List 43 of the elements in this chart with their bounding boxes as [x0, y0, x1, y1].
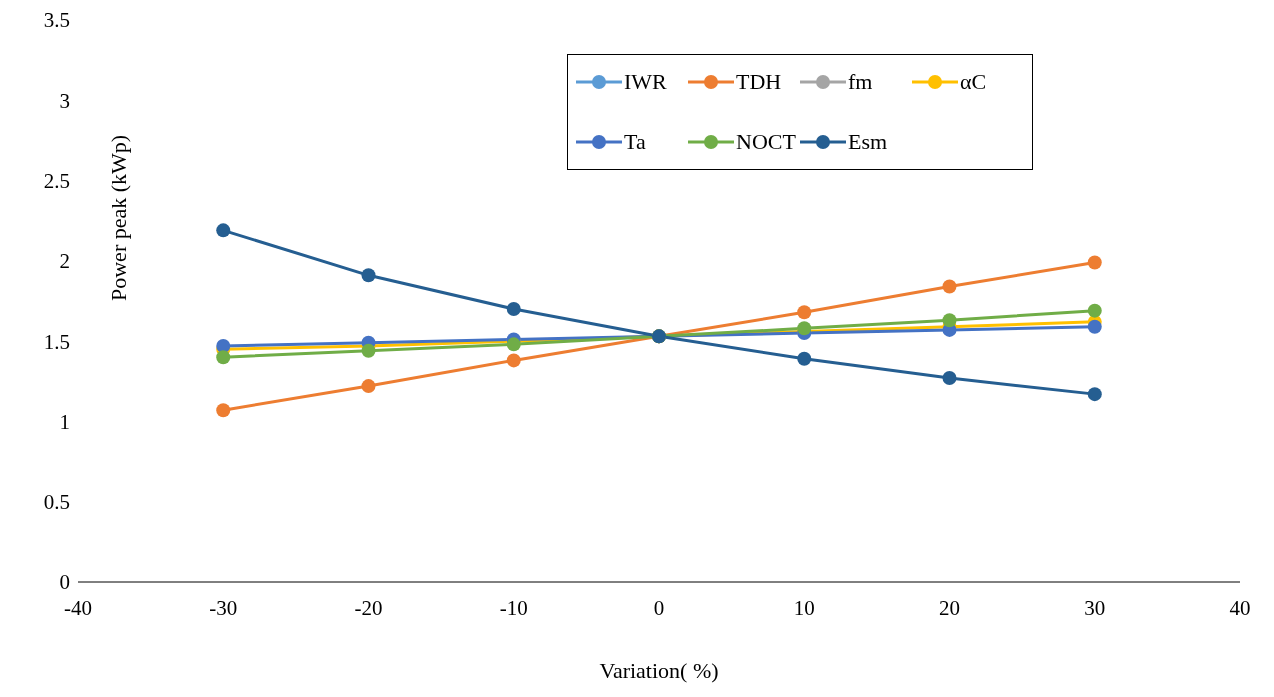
legend-label: Ta: [624, 129, 646, 155]
x-axis-title: Variation( %): [599, 658, 719, 683]
point: [506, 302, 521, 317]
y-tick-label: 2: [59, 249, 70, 274]
y-axis-title: Power peak (kWp): [105, 134, 131, 301]
legend-label: αC: [960, 69, 987, 95]
point: [942, 313, 957, 328]
x-tick-label: 0: [653, 595, 665, 620]
x-tick-label: 10: [793, 595, 815, 620]
y-tick-label: 0.5: [43, 490, 70, 515]
point: [216, 403, 231, 418]
point: [1087, 387, 1102, 402]
y-tick-label: 2.5: [43, 169, 70, 194]
x-tick-label: 30: [1084, 595, 1106, 620]
point: [942, 371, 957, 386]
legend-label: TDH: [736, 69, 782, 95]
point: [942, 279, 957, 294]
point: [1087, 319, 1102, 334]
x-tick-label: -40: [64, 595, 92, 620]
x-tick-label: -30: [209, 595, 238, 620]
legend-label: Esm: [848, 129, 888, 155]
y-tick-label: 0: [59, 570, 70, 595]
point: [1087, 255, 1102, 270]
x-tick-label: 20: [939, 595, 960, 620]
y-tick-label: 3.5: [43, 8, 70, 33]
point: [797, 351, 812, 366]
point: [361, 379, 376, 394]
point: [797, 305, 812, 320]
point: [1087, 303, 1102, 318]
x-tick-label: -20: [354, 595, 383, 620]
point: [361, 343, 376, 358]
y-tick-label: 1.5: [43, 329, 70, 354]
legend-label: fm: [848, 69, 873, 95]
y-tick-label: 3: [59, 88, 70, 113]
x-tick-label: -10: [499, 595, 528, 620]
x-tick-label: 40: [1229, 595, 1251, 620]
point: [216, 350, 231, 365]
legend-label: IWR: [624, 69, 667, 95]
y-tick-label: 1: [59, 409, 70, 434]
legend-label: NOCT: [736, 129, 796, 155]
point: [506, 353, 521, 368]
point: [216, 223, 231, 238]
point: [361, 268, 376, 283]
